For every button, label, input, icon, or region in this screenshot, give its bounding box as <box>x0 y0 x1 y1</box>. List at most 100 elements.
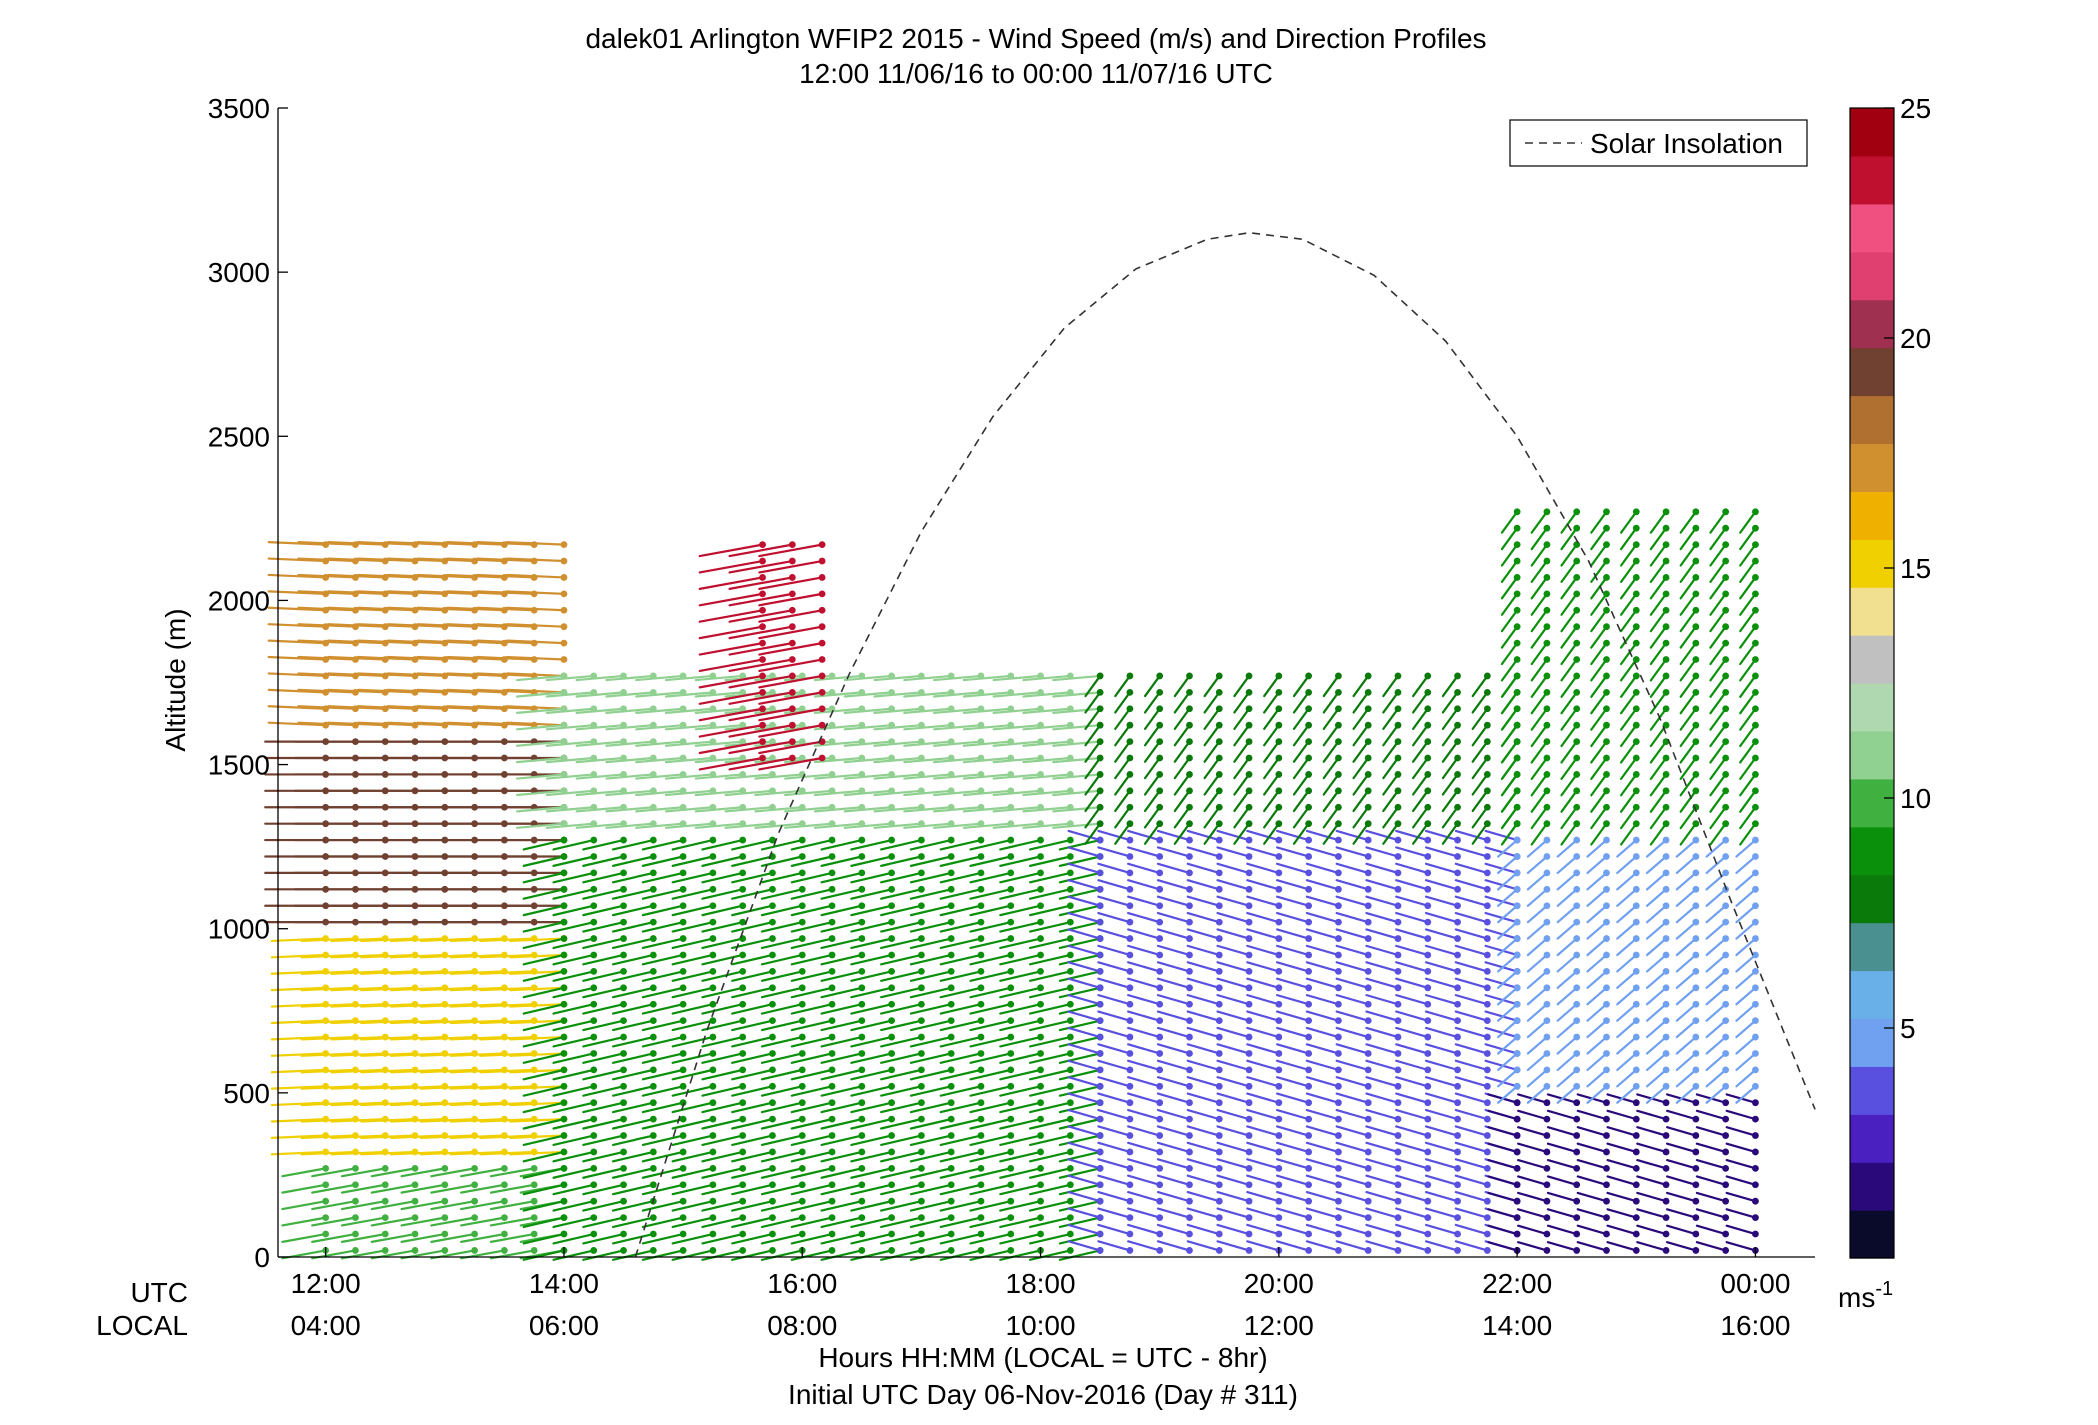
wind-barb-staff <box>1739 707 1757 731</box>
wind-barb-staff <box>1735 888 1757 907</box>
wind-barb-staff <box>509 1019 566 1025</box>
wind-barb-point <box>798 1082 806 1090</box>
wind-barb-staff <box>701 1052 744 1064</box>
wind-barb-staff <box>1058 1019 1102 1032</box>
wind-barb-staff <box>641 1019 685 1032</box>
wind-barb-point <box>500 1181 508 1189</box>
wind-barb-staff <box>1649 559 1668 583</box>
wind-barb-staff <box>1709 658 1727 682</box>
wind-barb-point <box>1156 902 1164 910</box>
wind-barb-staff <box>992 740 1042 747</box>
wind-barb-point <box>590 853 598 860</box>
wind-barb-point <box>1573 803 1581 811</box>
wind-barb-point <box>1335 1214 1342 1222</box>
wind-barb-point <box>1543 1099 1551 1107</box>
wind-barb-staff <box>790 1035 834 1048</box>
wind-barb-staff <box>311 1183 357 1194</box>
wind-barb-point <box>888 1033 896 1041</box>
wind-barb-point <box>1573 1181 1581 1189</box>
wind-barb-staff <box>1186 1240 1221 1252</box>
wind-barb-staff <box>281 1200 327 1211</box>
wind-barb-staff <box>760 937 804 950</box>
wind-barb-point <box>739 951 747 959</box>
wind-barb-point <box>1126 705 1134 713</box>
wind-barb-staff <box>416 541 476 546</box>
wind-barb-staff <box>1395 1092 1429 1104</box>
wind-barb-staff <box>1322 789 1340 813</box>
wind-barb-point <box>769 935 776 942</box>
wind-barb-staff <box>813 756 863 764</box>
wind-barb-staff <box>760 1101 804 1114</box>
wind-barb-point <box>1156 738 1164 745</box>
wind-barb-staff <box>1305 1190 1340 1203</box>
wind-barb-staff <box>545 724 595 731</box>
wind-barb-point <box>1007 902 1015 910</box>
wind-barb-point <box>1126 1230 1134 1238</box>
wind-barb-staff <box>909 888 953 900</box>
wind-barb-staff <box>449 1118 506 1123</box>
wind-barb-point <box>1305 1181 1313 1189</box>
wind-barb-point <box>1752 1033 1759 1041</box>
wind-barb-staff <box>1058 986 1102 999</box>
wind-barb-point <box>947 1164 955 1172</box>
wind-barb-staff <box>790 986 834 999</box>
wind-barb-staff <box>1143 822 1161 845</box>
wind-barb-point <box>1424 1033 1432 1041</box>
wind-barb-staff <box>1305 846 1340 858</box>
wind-barb-point <box>1394 1050 1402 1057</box>
wind-barb-point <box>709 951 717 959</box>
wind-barb-staff <box>1335 1026 1370 1039</box>
wind-barb-point <box>590 1099 598 1107</box>
wind-barb-point <box>1305 721 1313 729</box>
wind-barb-point <box>1573 590 1581 598</box>
wind-barb-staff <box>820 1200 863 1212</box>
wind-barb-staff <box>1560 773 1578 797</box>
wind-barb-staff <box>505 655 566 661</box>
wind-barb-point <box>1156 869 1164 877</box>
wind-barb-staff <box>701 1183 744 1196</box>
wind-barb-point <box>620 935 627 942</box>
wind-barb-point <box>1245 869 1253 877</box>
wind-barb-staff <box>850 970 893 982</box>
wind-barb-staff <box>790 1200 834 1212</box>
wind-barb-staff <box>552 1167 595 1179</box>
wind-barb-staff <box>760 904 804 917</box>
wind-barb-point <box>1722 1181 1730 1189</box>
wind-barb-staff <box>419 1068 476 1074</box>
wind-barb-point <box>1662 623 1670 631</box>
wind-barb-staff <box>1586 1019 1608 1039</box>
wind-barb-staff <box>552 1150 595 1163</box>
wind-barb-point <box>947 869 955 877</box>
wind-barb-staff <box>1352 789 1370 813</box>
wind-barb-staff <box>850 1249 893 1261</box>
wind-barb-point <box>977 1066 985 1074</box>
wind-barb-point <box>1632 1148 1640 1156</box>
wind-barb-staff <box>813 724 863 731</box>
wind-barb-staff <box>575 773 625 780</box>
wind-barb-point <box>649 836 657 844</box>
wind-barb-staff <box>880 871 923 884</box>
wind-barb-point <box>381 1247 389 1254</box>
wind-barb-point <box>1037 869 1044 877</box>
wind-barb-point <box>888 885 896 893</box>
wind-barb-point <box>1603 836 1610 844</box>
wind-barb-staff <box>1500 642 1519 666</box>
colorbar-stripe <box>1850 587 1894 636</box>
wind-barb-staff <box>1173 756 1191 780</box>
wind-barb-point <box>590 1197 598 1205</box>
wind-barb-staff <box>552 937 595 950</box>
colorbar-stripe <box>1850 683 1894 732</box>
wind-barb-staff <box>1556 937 1578 957</box>
wind-barb-point <box>1156 836 1164 844</box>
wind-barb-point <box>1364 1099 1372 1107</box>
wind-barb-staff <box>1127 977 1161 989</box>
wind-barb-staff <box>1028 937 1072 950</box>
wind-barb-staff <box>1576 1126 1608 1137</box>
wind-barb-point <box>1454 1000 1461 1008</box>
wind-barb-staff <box>1645 904 1668 924</box>
wind-barb-point <box>560 967 568 975</box>
wind-barb-staff <box>605 740 655 747</box>
wind-barb-point <box>1722 590 1730 598</box>
wind-barb-staff <box>1233 691 1251 714</box>
